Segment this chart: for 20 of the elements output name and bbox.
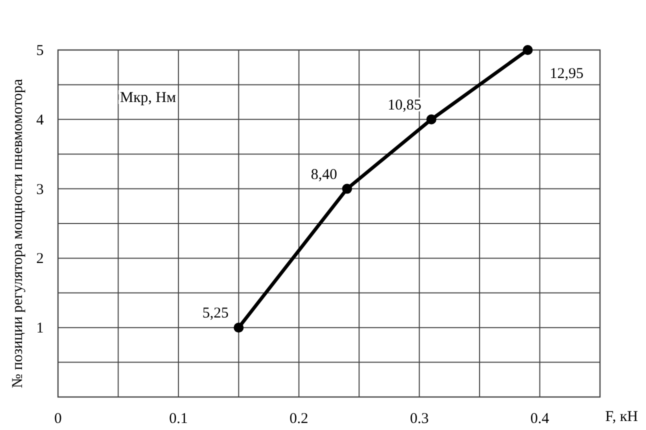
y-tick-label: 2 (36, 251, 44, 268)
annotation: 8,40 (310, 166, 338, 183)
annotation: Мкр, Нм (120, 90, 176, 106)
x-tick-label: 0.3 (410, 411, 429, 427)
point (522, 45, 533, 55)
y-tick-label: 3 (36, 182, 44, 198)
annotation: 5,25 (202, 306, 229, 322)
y-tick-label: 1 (36, 320, 44, 337)
point (426, 114, 436, 124)
y-tick-label: 4 (36, 112, 44, 128)
point (234, 322, 244, 333)
x-tick-label: 0.4 (530, 411, 550, 427)
x-tick-label: 0.1 (169, 411, 188, 427)
x-tick-label: 0.2 (290, 411, 308, 427)
point (342, 184, 352, 194)
x-tick-label: 0 (54, 411, 62, 427)
y-tick-label: 5 (36, 43, 44, 59)
y-axis-title: № позиции регулятора мощности пневмомотора (10, 78, 26, 388)
x-axis-title: F, кН (605, 409, 638, 425)
annotation: 12,95 (550, 66, 584, 82)
